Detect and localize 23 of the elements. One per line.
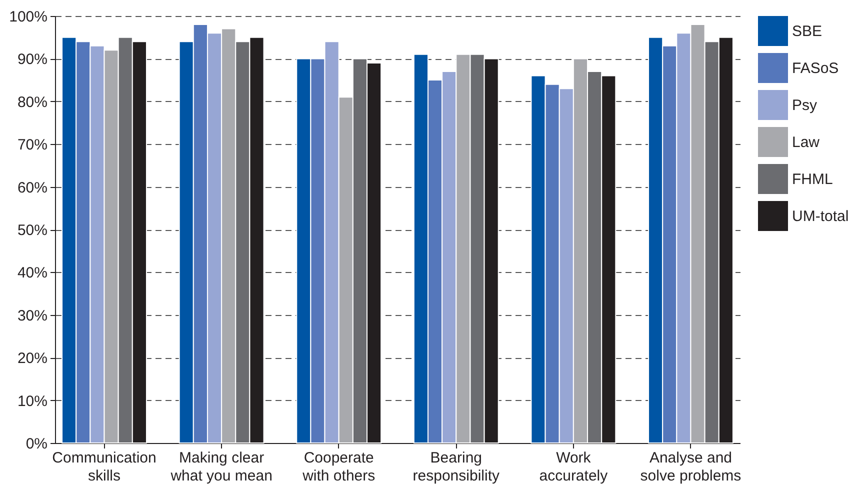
legend-label: FHML	[792, 171, 833, 188]
x-tick-label: Communication skills	[52, 450, 156, 484]
y-tick-label: 80%	[17, 94, 48, 111]
y-tick-label: 30%	[17, 307, 48, 324]
legend-label: FASoS	[792, 60, 839, 77]
y-tick-label: 10%	[17, 392, 48, 410]
x-tick-label: Analyse and solve problems	[640, 450, 742, 484]
y-tick-label: 100%	[9, 8, 48, 26]
y-tick-label: 40%	[17, 264, 48, 282]
legend-label: Law	[792, 134, 820, 151]
x-tick-label: Making clear what you mean	[170, 450, 272, 484]
x-tick-label: Work accurately	[539, 450, 608, 484]
y-tick-label: 20%	[17, 350, 48, 368]
y-tick-label: 60%	[17, 179, 48, 196]
y-tick-label: 50%	[17, 222, 48, 239]
y-tick-label: 90%	[17, 51, 48, 68]
y-tick-label: 0%	[26, 436, 48, 452]
y-tick-label: 70%	[17, 136, 48, 154]
legend-label: Psy	[792, 97, 818, 114]
x-tick-label: Bearing responsibility	[412, 450, 500, 484]
legend-label: SBE	[792, 23, 822, 40]
x-tick-label: Cooperate with others	[302, 450, 376, 484]
legend-label: UM-total	[792, 208, 849, 225]
